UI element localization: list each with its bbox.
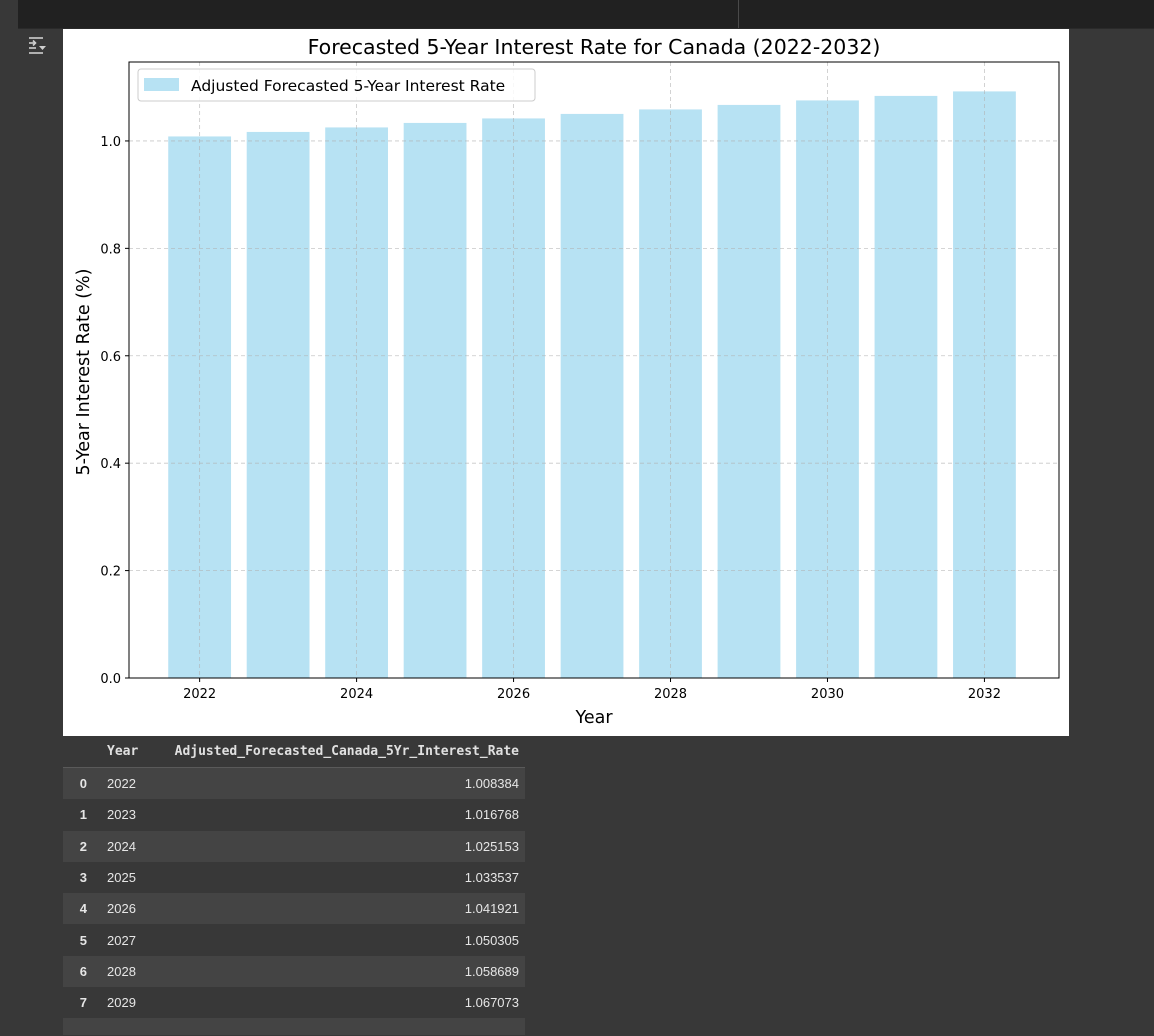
- y-tick-label: 0.2: [100, 565, 121, 580]
- year-column-header: Year: [101, 736, 147, 768]
- x-tick-label: 2028: [654, 687, 687, 702]
- row-year: 2028: [101, 955, 147, 988]
- row-year: 2029: [101, 987, 147, 1019]
- output-settings-icon[interactable]: [27, 34, 49, 56]
- row-index: 0: [63, 767, 101, 800]
- bar-chart: 2022 2024 2026 2028 2030 2032 0.0 0.2 0.4 0.6 0.8 1…: [74, 35, 1060, 728]
- row-year: 2024: [101, 830, 147, 862]
- bar-2031: [874, 95, 938, 679]
- legend-swatch: [144, 78, 179, 91]
- y-tick-label: 0.8: [100, 242, 121, 257]
- x-axis-label: Year: [574, 708, 613, 728]
- row-rate: 1.067073: [146, 987, 525, 1019]
- y-tick-label: 0.6: [100, 350, 121, 365]
- chart-legend: Adjusted Forecasted 5-Year Interest Rate: [137, 68, 536, 102]
- bar-2023: [246, 131, 310, 678]
- table-row: 0 2022 1.008384: [63, 767, 525, 800]
- x-tick-label: 2026: [497, 687, 530, 702]
- legend-label: Adjusted Forecasted 5-Year Interest Rate: [191, 77, 505, 95]
- y-tick-label: 1.0: [100, 135, 121, 150]
- bar-2025: [403, 122, 467, 678]
- row-index: 4: [63, 893, 101, 925]
- table-row: 2 2024 1.025153: [63, 830, 525, 862]
- chart-output: 2022 2024 2026 2028 2030 2032 0.0 0.2 0.4 0.6 0.8 1…: [63, 29, 1069, 736]
- row-rate: 1.058689: [146, 955, 525, 988]
- row-rate: 1.033537: [146, 861, 525, 894]
- row-rate: [146, 1018, 525, 1036]
- cell-toolbar: [18, 0, 1154, 29]
- x-tick-label: 2032: [968, 687, 1001, 702]
- toolbar-divider: [738, 0, 739, 28]
- plot-frame: [128, 61, 1060, 679]
- bar-2030: [796, 100, 859, 678]
- table-row: 4 2026 1.041921: [63, 893, 525, 925]
- table-row-partial: [63, 1018, 525, 1036]
- x-tick-label: 2024: [340, 687, 373, 702]
- table-row: 5 2027 1.050305: [63, 924, 525, 956]
- y-axis-label: 5-Year Interest Rate (%): [74, 269, 94, 476]
- row-year: 2025: [101, 861, 147, 894]
- index-column-header: [63, 736, 101, 768]
- row-index: 7: [63, 987, 101, 1019]
- chart-title: Forecasted 5-Year Interest Rate for Cana…: [308, 35, 881, 59]
- row-rate: 1.041921: [146, 893, 525, 925]
- dataframe-table: Year Adjusted_Forecasted_Canada_5Yr_Inte…: [63, 736, 525, 1036]
- y-tick-label: 0.0: [100, 672, 121, 687]
- row-rate: 1.016768: [146, 799, 525, 831]
- row-index: 5: [63, 924, 101, 956]
- row-year: 2027: [101, 924, 147, 956]
- bar-2029: [717, 104, 781, 678]
- x-tick-label: 2022: [183, 687, 216, 702]
- table-header-row: Year Adjusted_Forecasted_Canada_5Yr_Inte…: [63, 736, 525, 768]
- row-rate: 1.008384: [146, 767, 525, 800]
- row-year: 2026: [101, 893, 147, 925]
- y-tick-label: 0.4: [100, 457, 121, 472]
- table-row: 1 2023 1.016768: [63, 799, 525, 831]
- row-year: [101, 1018, 147, 1036]
- row-index: 3: [63, 861, 101, 894]
- x-tick-label: 2030: [811, 687, 844, 702]
- table-row: 7 2029 1.067073: [63, 987, 525, 1019]
- row-rate: 1.025153: [146, 830, 525, 862]
- row-year: 2023: [101, 799, 147, 831]
- row-index: [63, 1018, 101, 1036]
- bar-2027: [560, 113, 624, 678]
- table-row: 3 2025 1.033537: [63, 861, 525, 894]
- row-year: 2022: [101, 767, 147, 800]
- row-rate: 1.050305: [146, 924, 525, 956]
- row-index: 6: [63, 955, 101, 988]
- row-index: 2: [63, 830, 101, 862]
- table-row: 6 2028 1.058689: [63, 955, 525, 988]
- row-index: 1: [63, 799, 101, 831]
- rate-column-header: Adjusted_Forecasted_Canada_5Yr_Interest_…: [146, 736, 525, 768]
